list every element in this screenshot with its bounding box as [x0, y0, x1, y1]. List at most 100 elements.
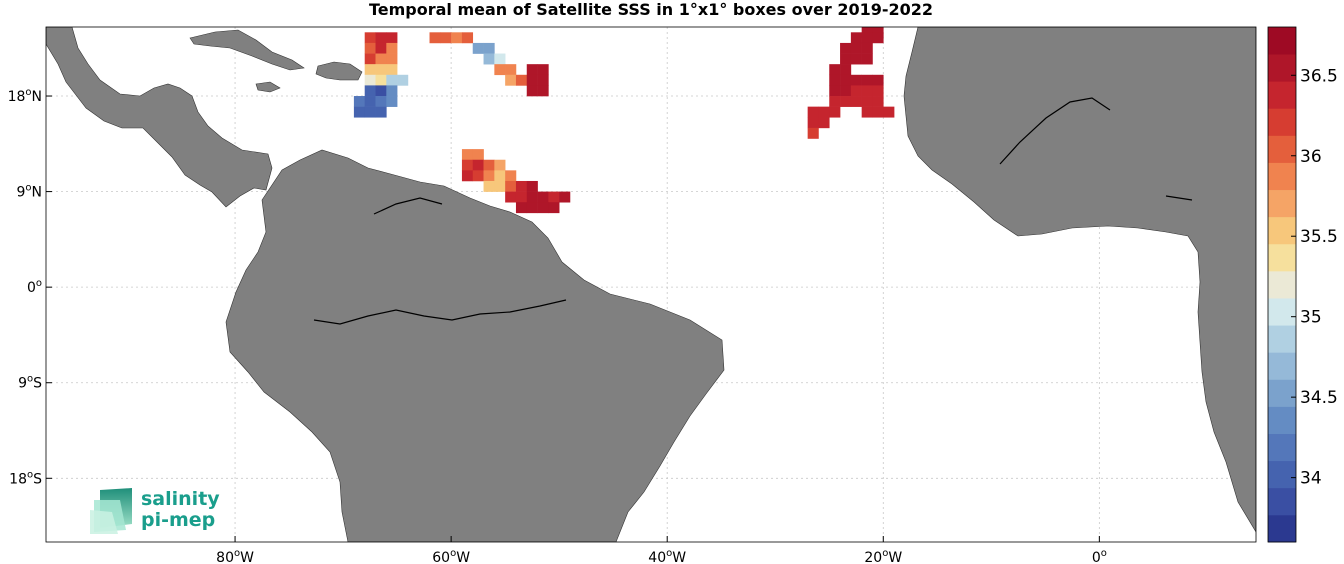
- sss-cell: [364, 85, 376, 97]
- sss-cell: [505, 64, 517, 76]
- sss-cell: [375, 74, 387, 86]
- colorbar-segment: [1268, 514, 1296, 543]
- sss-cell: [375, 106, 387, 118]
- sss-cell: [829, 74, 841, 86]
- sss-cell: [829, 64, 841, 76]
- sss-cell: [472, 170, 484, 182]
- sss-cell: [861, 74, 873, 86]
- sss-cell: [559, 191, 571, 203]
- sss-cell: [461, 32, 474, 44]
- sss-cell: [840, 42, 852, 54]
- colorbar-segment: [1268, 81, 1296, 109]
- sss-cell: [850, 53, 862, 65]
- colorbar-segment: [1268, 406, 1296, 434]
- sss-cell: [840, 53, 852, 65]
- y-tick-label: 18oS: [9, 469, 42, 487]
- sss-cell: [483, 170, 495, 182]
- colorbar-segment: [1268, 298, 1296, 326]
- colorbar-segment: [1268, 108, 1296, 136]
- sss-cell: [494, 64, 506, 76]
- colorbar-segment: [1268, 54, 1296, 82]
- river-orinoco: [373, 197, 443, 215]
- sss-cell: [861, 96, 873, 107]
- sss-cell: [494, 180, 506, 192]
- land-cuba: [189, 29, 305, 71]
- sss-cell: [850, 42, 862, 54]
- land-north-america: [46, 27, 273, 208]
- sss-cell: [829, 85, 841, 97]
- sss-cell: [807, 106, 819, 118]
- sss-cell: [386, 53, 398, 65]
- sss-cell: [461, 149, 474, 161]
- sss-cell: [353, 96, 366, 107]
- x-tick-label: 20oW: [864, 548, 902, 564]
- colorbar-segment: [1268, 189, 1296, 218]
- salinity-pi-mep-logo: salinity pi-mep: [90, 488, 220, 534]
- sss-cell: [537, 202, 549, 214]
- sss-cell: [526, 85, 538, 97]
- sss-cell: [840, 74, 852, 86]
- land-hispaniola: [315, 61, 363, 81]
- sss-cell: [537, 191, 549, 203]
- plot-frame: [45, 26, 1257, 543]
- sss-cell: [537, 64, 549, 76]
- sss-cell: [850, 32, 862, 44]
- sss-cell: [872, 32, 884, 44]
- sss-cells: [353, 27, 895, 214]
- sss-cell: [483, 159, 495, 171]
- sss-cell: [483, 42, 495, 54]
- colorbar-segment: [1268, 270, 1296, 299]
- sss-cell: [397, 74, 409, 86]
- land-south-america: [225, 149, 725, 542]
- sss-cell: [386, 85, 398, 97]
- y-tick-label: 18oN: [8, 87, 42, 105]
- sss-cell: [505, 191, 517, 203]
- sss-cell: [494, 53, 506, 65]
- sss-cell: [840, 85, 852, 97]
- sss-cell: [386, 74, 398, 86]
- colorbar-segment: [1268, 460, 1296, 489]
- sss-cell: [807, 117, 819, 129]
- sss-cell: [850, 85, 862, 97]
- colorbar-segment: [1268, 325, 1296, 353]
- sss-cell: [375, 96, 387, 107]
- sss-cell: [872, 85, 884, 97]
- colorbar-segment: [1268, 379, 1296, 407]
- sss-cell: [386, 42, 398, 54]
- sss-cell: [818, 117, 830, 129]
- sss-cell: [872, 96, 884, 107]
- colorbar-segment: [1268, 243, 1296, 272]
- land-jamaica: [255, 81, 281, 93]
- colorbar-segment: [1268, 352, 1296, 380]
- sss-cell: [861, 106, 873, 118]
- sss-cell: [364, 74, 376, 86]
- sss-cell: [494, 170, 506, 182]
- sss-cell: [364, 42, 376, 54]
- land-layer: [46, 27, 1256, 542]
- sss-cell: [829, 96, 841, 107]
- colorbar-segment: [1268, 433, 1296, 462]
- sss-cell: [364, 96, 376, 107]
- logo-text-pi-mep: pi-mep: [141, 509, 215, 531]
- x-tick-label: 40oW: [648, 548, 686, 564]
- sss-cell: [548, 202, 560, 214]
- sss-cell: [375, 53, 387, 65]
- logo-text-salinity: salinity: [141, 488, 220, 510]
- sss-cell: [451, 32, 463, 44]
- sss-cell: [515, 191, 528, 203]
- sss-cell: [483, 53, 495, 65]
- sss-cell: [861, 42, 873, 54]
- sss-cell: [515, 202, 528, 214]
- sss-cell: [353, 106, 366, 118]
- sss-cell: [472, 159, 484, 171]
- sss-cell: [537, 85, 549, 97]
- colorbar-segment: [1268, 216, 1296, 245]
- sss-cell: [461, 159, 474, 171]
- colorbar-tick-label: 34.5: [1300, 388, 1338, 408]
- sss-cell: [440, 32, 452, 44]
- sss-cell: [840, 96, 852, 107]
- x-tick-label: 60oW: [432, 548, 470, 564]
- sss-cell: [505, 180, 517, 192]
- x-tick-label: 0o: [1092, 548, 1107, 564]
